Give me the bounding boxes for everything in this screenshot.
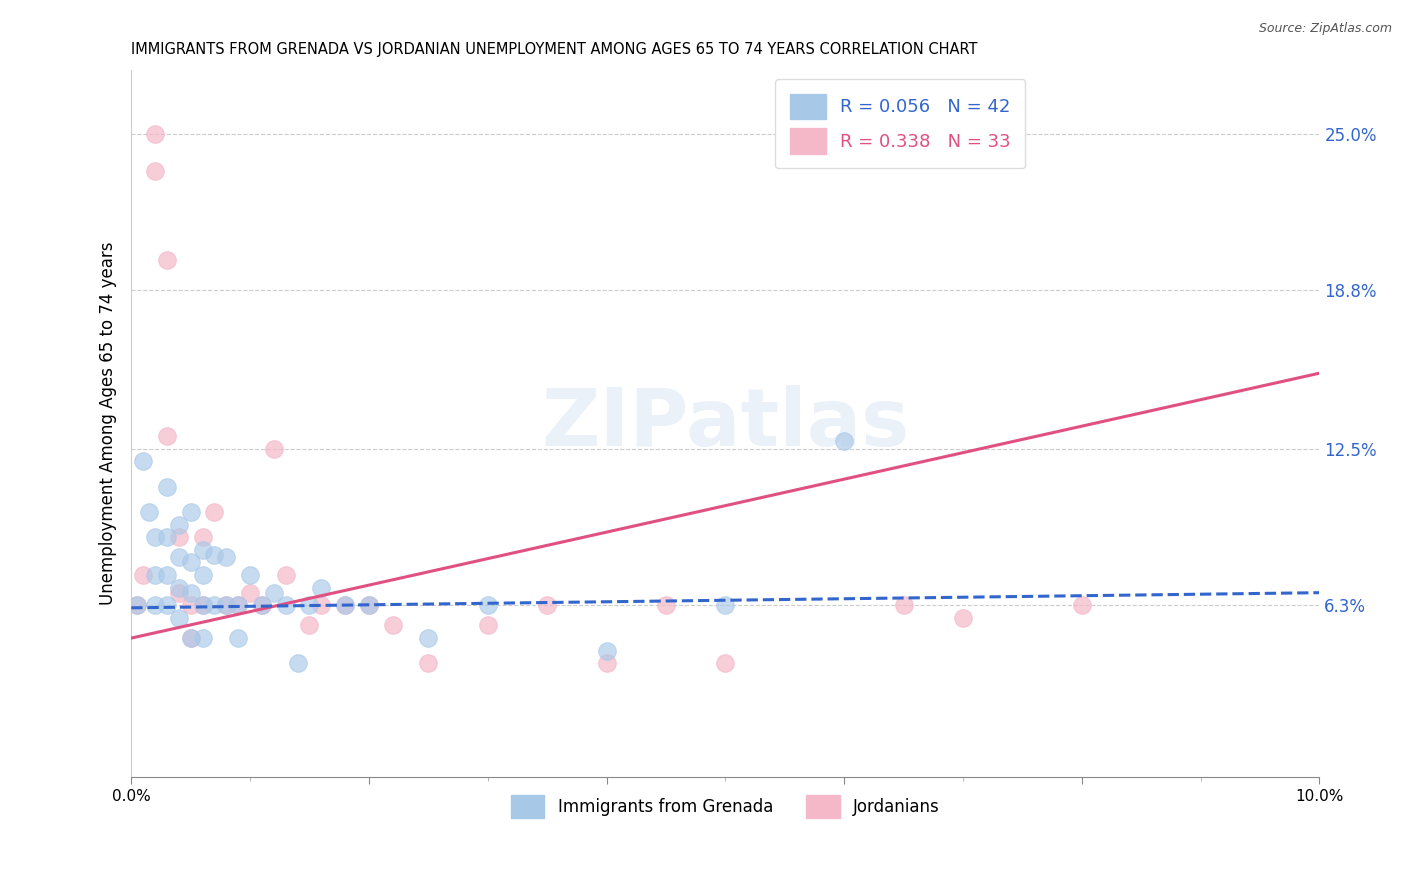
Point	[156, 252, 179, 267]
Point	[167, 611, 190, 625]
Point	[274, 568, 297, 582]
Point	[180, 556, 202, 570]
Point	[226, 599, 249, 613]
Point	[298, 618, 321, 632]
Point	[357, 599, 380, 613]
Point	[180, 631, 202, 645]
Point	[138, 505, 160, 519]
Point	[477, 618, 499, 632]
Point	[132, 568, 155, 582]
Point	[311, 599, 333, 613]
Point	[239, 568, 262, 582]
Point	[381, 618, 404, 632]
Point	[418, 631, 440, 645]
Point	[167, 581, 190, 595]
Legend: Immigrants from Grenada, Jordanians: Immigrants from Grenada, Jordanians	[505, 789, 946, 825]
Point	[180, 505, 202, 519]
Point	[311, 581, 333, 595]
Point	[191, 599, 214, 613]
Point	[204, 505, 226, 519]
Point	[180, 599, 202, 613]
Point	[180, 631, 202, 645]
Point	[156, 480, 179, 494]
Point	[167, 550, 190, 565]
Point	[655, 599, 678, 613]
Point	[298, 599, 321, 613]
Point	[204, 548, 226, 562]
Point	[156, 530, 179, 544]
Point	[274, 599, 297, 613]
Point	[333, 599, 356, 613]
Point	[143, 164, 166, 178]
Point	[191, 530, 214, 544]
Point	[156, 599, 179, 613]
Point	[477, 599, 499, 613]
Point	[143, 599, 166, 613]
Point	[333, 599, 356, 613]
Point	[714, 657, 737, 671]
Point	[263, 585, 285, 599]
Point	[226, 599, 249, 613]
Point	[204, 599, 226, 613]
Point	[250, 599, 273, 613]
Point	[952, 611, 974, 625]
Point	[167, 585, 190, 599]
Point	[1070, 599, 1092, 613]
Point	[595, 657, 617, 671]
Text: Source: ZipAtlas.com: Source: ZipAtlas.com	[1258, 22, 1392, 36]
Point	[143, 568, 166, 582]
Point	[226, 631, 249, 645]
Point	[143, 530, 166, 544]
Point	[191, 599, 214, 613]
Point	[191, 631, 214, 645]
Point	[167, 530, 190, 544]
Point	[250, 599, 273, 613]
Point	[832, 434, 855, 449]
Point	[357, 599, 380, 613]
Point	[127, 599, 149, 613]
Point	[595, 644, 617, 658]
Point	[167, 517, 190, 532]
Point	[191, 542, 214, 557]
Point	[132, 454, 155, 468]
Point	[156, 568, 179, 582]
Point	[714, 599, 737, 613]
Point	[536, 599, 558, 613]
Point	[127, 599, 149, 613]
Point	[215, 550, 238, 565]
Text: ZIPatlas: ZIPatlas	[541, 384, 910, 463]
Point	[191, 568, 214, 582]
Point	[418, 657, 440, 671]
Point	[143, 127, 166, 141]
Point	[263, 442, 285, 456]
Point	[215, 599, 238, 613]
Point	[893, 599, 915, 613]
Text: IMMIGRANTS FROM GRENADA VS JORDANIAN UNEMPLOYMENT AMONG AGES 65 TO 74 YEARS CORR: IMMIGRANTS FROM GRENADA VS JORDANIAN UNE…	[131, 42, 977, 57]
Point	[239, 585, 262, 599]
Point	[215, 599, 238, 613]
Y-axis label: Unemployment Among Ages 65 to 74 years: Unemployment Among Ages 65 to 74 years	[100, 242, 117, 606]
Point	[156, 429, 179, 443]
Point	[180, 585, 202, 599]
Point	[287, 657, 309, 671]
